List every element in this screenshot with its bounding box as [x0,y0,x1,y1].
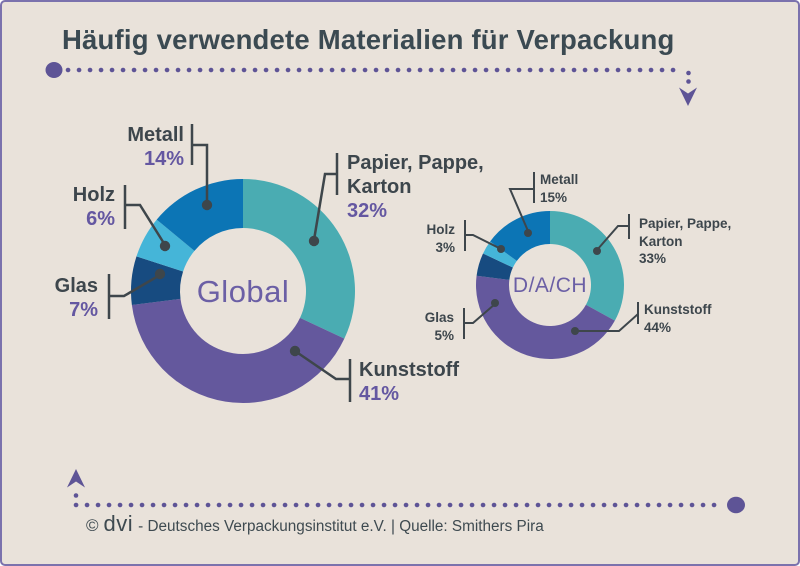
leader-line-papier-global [312,172,337,241]
leader-line-holz-global [125,203,167,246]
divider-end-dot [727,496,745,514]
arrow-up-icon [67,469,85,488]
dvi-logo-text: dvi [103,511,134,536]
global-segment-kunststoff [131,298,345,403]
leader-line-metall-global [192,143,209,202]
global-segment-papier-pappe-karton [243,179,356,339]
leader-line-papier-dach [596,225,629,251]
leader-line-glas-dach [464,303,496,324]
leader-line-glas-global [109,273,161,298]
callout-metall-dach: Metall 15% [540,172,579,205]
donut-chart-dach [476,211,625,360]
leader-line-kunststoff-global [294,349,350,381]
callout-holz-dach: Holz 3% [426,222,456,255]
dach-segment-glas [476,253,513,280]
page-title: Häufig verwendete Materialien für Verpac… [62,24,675,55]
arrow-down-icon [679,87,697,106]
dach-segment-kunststoff [476,275,615,360]
top-dotted-divider [45,62,697,106]
donut-center-label-dach: D/A/CH [512,274,588,297]
callout-papier-dach: Papier, Pappe, Karton 33% [639,216,732,266]
callout-holz-global: Holz 6% [72,184,115,230]
leader-line-metall-dach [508,188,534,232]
callout-papier-global: Papier, Pappe, Karton 32% [347,152,484,222]
leader-dots-global [154,199,320,357]
global-segment-metall [156,179,243,251]
leader-dots-dach [491,229,601,335]
dach-segment-holz [483,241,517,268]
copyright-symbol: © [86,516,99,535]
leader-line-kunststoff-dach [575,313,639,332]
global-segment-glas [131,256,184,306]
callout-metall-global: Metall 14% [127,124,184,170]
leader-lines-global [107,124,352,402]
credit-text: - Deutsches Verpackungsinstitut e.V. | Q… [138,518,544,535]
callout-kunststoff-dach: Kunststoff 44% [644,302,712,335]
dach-segment-papier-pappe-karton [550,211,625,321]
leader-line-holz-dach [465,234,502,250]
callout-glas-dach: Glas 5% [424,310,454,343]
callout-kunststoff-global: Kunststoff 41% [359,359,459,405]
callout-glas-global: Glas 7% [54,275,98,321]
divider-start-dot [45,62,63,78]
footer-credit: © dvi - Deutsches Verpackungsinstitut e.… [86,511,544,537]
donut-center-label-global: Global [196,274,290,309]
bottom-dotted-divider [67,469,745,514]
leader-lines-dach [463,172,639,339]
dach-segment-metall [490,211,550,261]
